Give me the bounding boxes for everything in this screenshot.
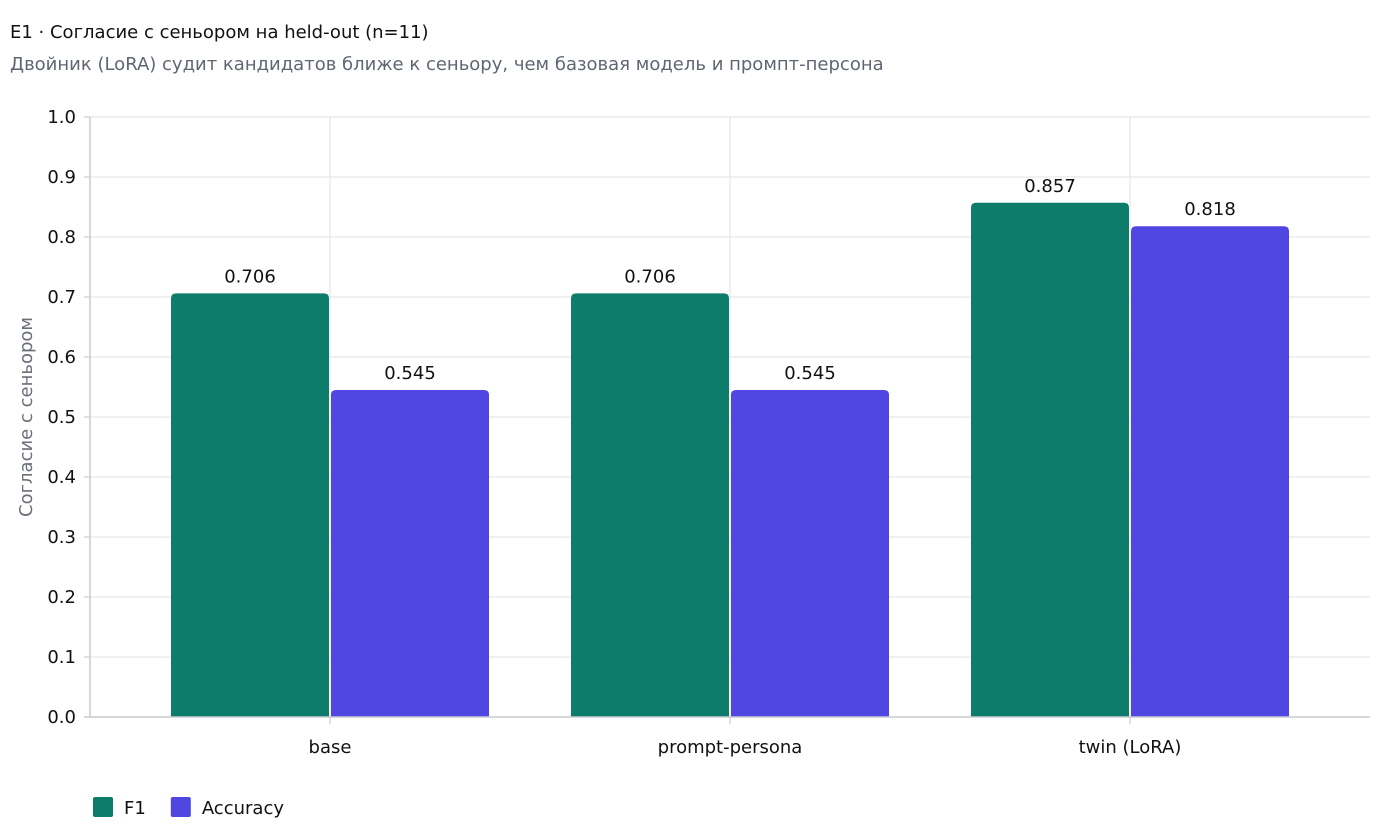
legend-swatch-f1 [93,797,113,817]
y-tick-label: 0.4 [47,467,76,488]
x-tick-label: prompt-persona [658,737,803,758]
bar-f1-3 [971,202,1129,718]
bar-accuracy-2 [731,390,889,717]
y-tick-label: 0.6 [47,347,76,368]
legend: F1 Accuracy [93,797,284,819]
data-label: 0.545 [784,363,836,384]
y-tick-label: 1.0 [47,107,76,128]
x-tick-label: twin (LoRA) [1079,737,1182,758]
data-label: 0.857 [1024,176,1076,197]
y-tick-label: 0.7 [47,287,76,308]
bars [171,202,1289,718]
y-tick-label: 0.2 [47,587,76,608]
legend-swatch-accuracy [170,797,191,817]
x-tick-label: base [309,737,352,758]
bar-f1-1 [171,293,329,717]
data-label: 0.818 [1184,199,1236,220]
legend-label: F1 [124,798,146,819]
y-tick-label: 0.1 [47,647,76,668]
bar-accuracy-3 [1131,226,1289,717]
y-tick-label: 0.8 [47,227,76,248]
y-tick-label: 0.5 [47,407,76,428]
chart-title: E1 · Согласие с сеньором на held-out (n=… [10,22,429,43]
data-label: 0.706 [224,266,276,287]
y-tick-label: 0.9 [47,167,76,188]
y-tick-label: 0.3 [47,527,76,548]
bar-accuracy-1 [331,390,489,717]
legend-label: Accuracy [202,798,285,819]
data-label: 0.706 [624,266,676,287]
data-label: 0.545 [384,363,436,384]
axes: 0.0 0.1 0.2 0.3 0.4 0.5 0.6 0.7 0.8 0.9 1.0 base pro… [47,107,1370,758]
data-labels: 0.706 0.706 0.857 0.545 0.545 0.818 [224,176,1236,384]
y-tick-label: 0.0 [47,707,76,728]
bar-f1-2 [571,293,729,717]
chart-subtitle: Двойник (LoRA) судит кандидатов ближе к … [10,54,884,75]
y-axis-label: Согласие с сеньором [16,317,37,517]
